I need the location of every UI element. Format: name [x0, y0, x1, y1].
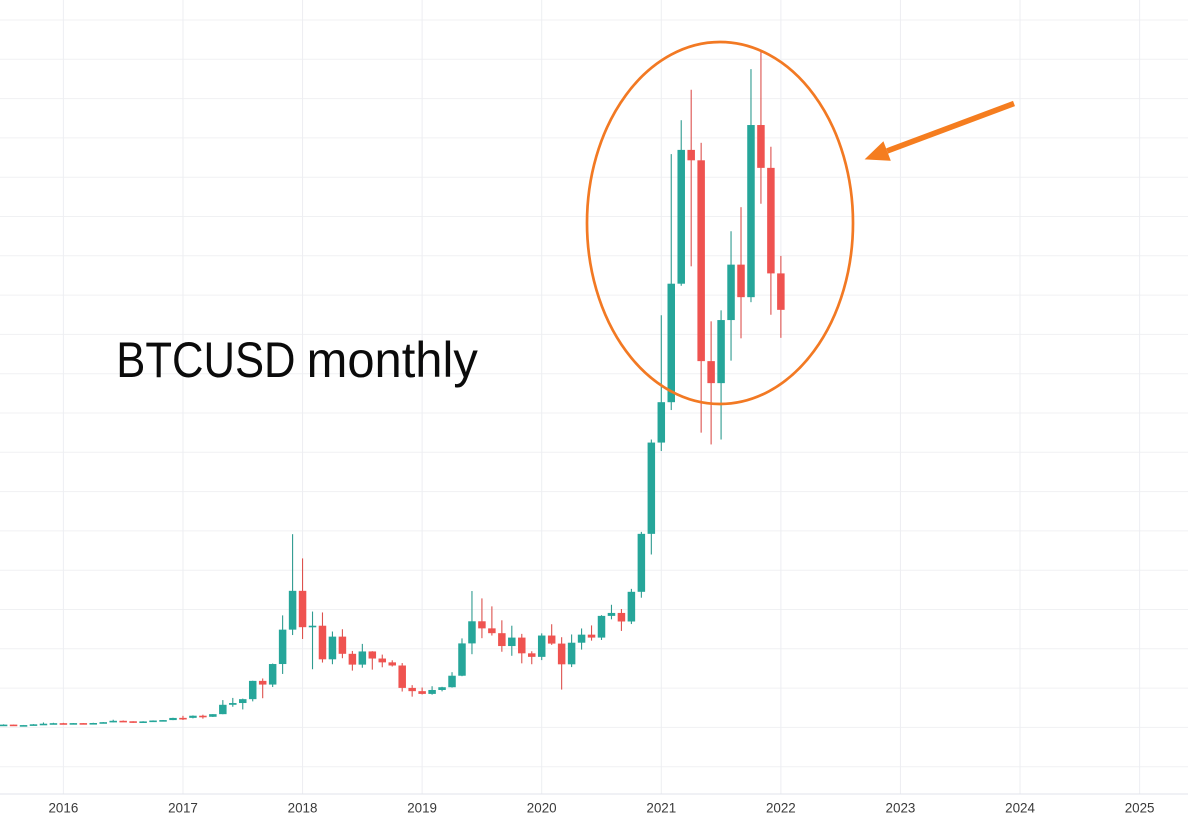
- svg-text:2023: 2023: [886, 800, 916, 815]
- svg-text:2022: 2022: [766, 800, 796, 815]
- svg-text:2019: 2019: [407, 800, 437, 815]
- svg-text:2017: 2017: [168, 800, 198, 815]
- svg-text:BTCUSD: BTCUSD: [116, 332, 295, 387]
- svg-text:2020: 2020: [527, 800, 557, 815]
- svg-text:monthly: monthly: [307, 333, 478, 389]
- svg-text:2025: 2025: [1125, 800, 1155, 815]
- svg-text:2018: 2018: [288, 800, 318, 815]
- svg-text:2024: 2024: [1005, 800, 1035, 815]
- svg-text:2021: 2021: [646, 800, 676, 815]
- svg-text:2016: 2016: [48, 800, 78, 815]
